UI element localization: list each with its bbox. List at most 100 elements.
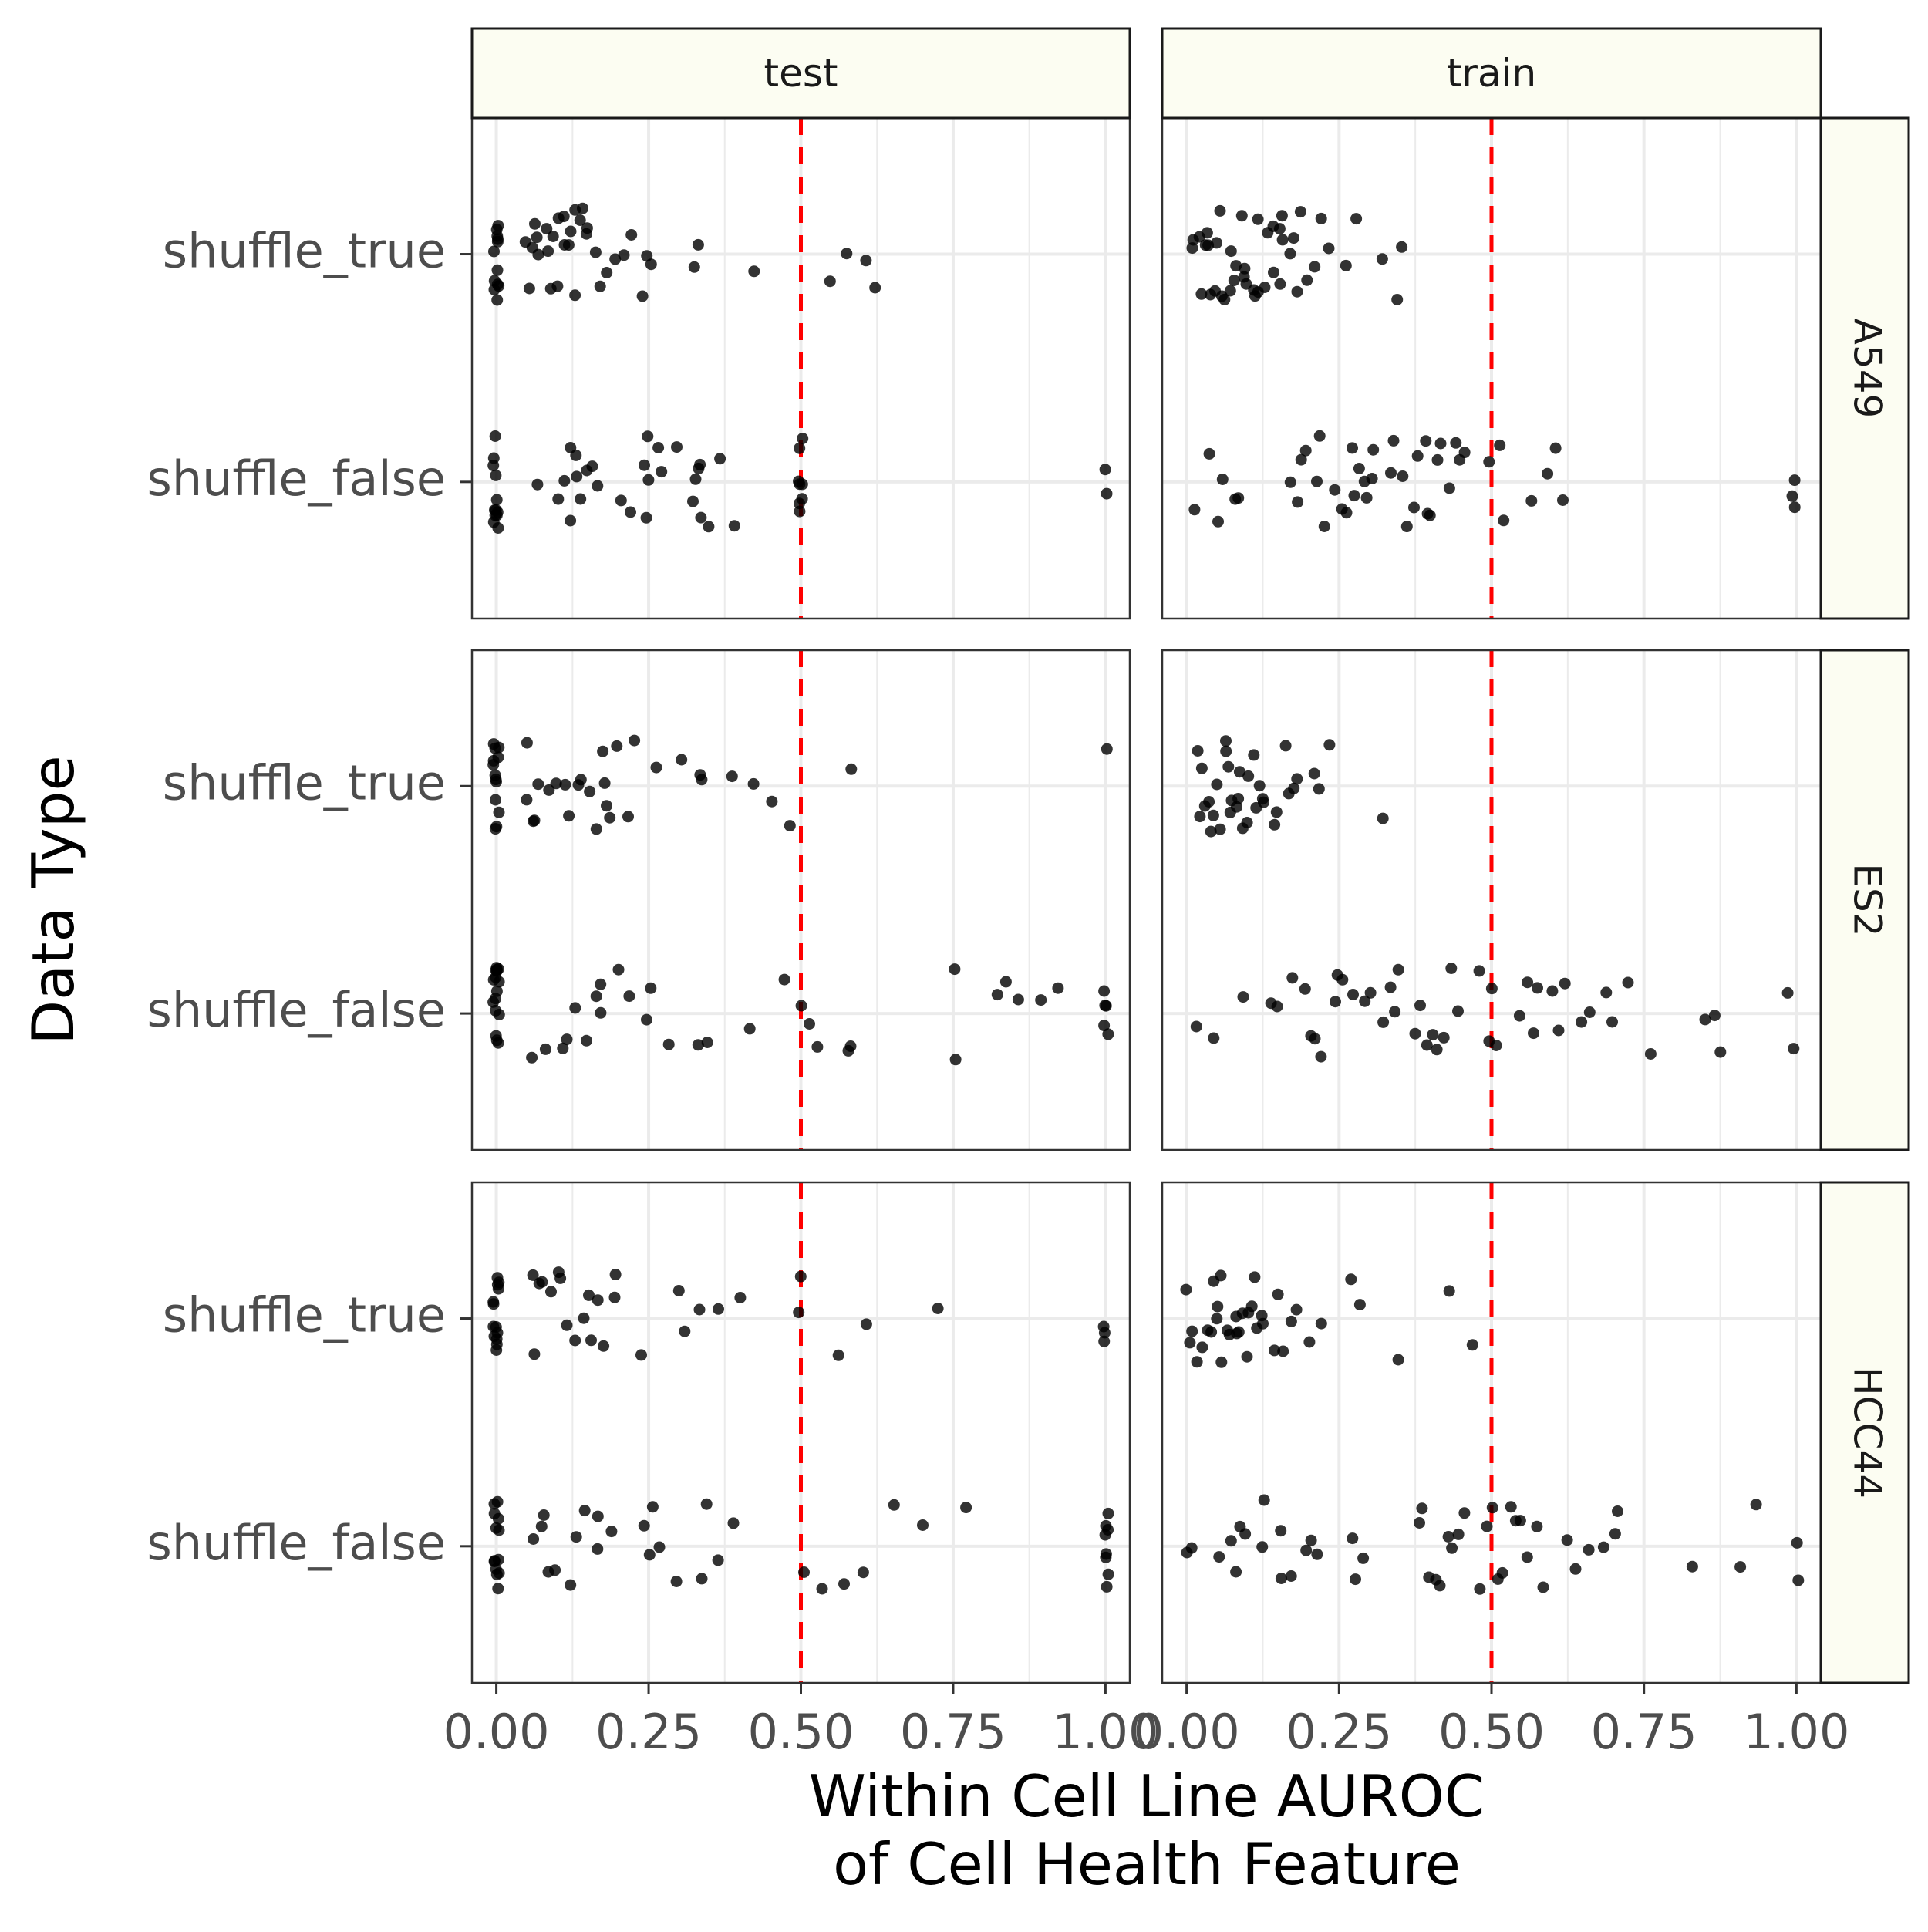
data-point-shuffle_false (1438, 1031, 1450, 1044)
data-point-shuffle_false (1366, 473, 1378, 484)
data-point-shuffle_false (1275, 1525, 1287, 1537)
data-point-shuffle_false (1612, 1505, 1623, 1517)
data-point-shuffle_false (490, 509, 503, 521)
data-point-shuffle_true (1228, 275, 1240, 286)
data-point-shuffle_false (531, 478, 544, 491)
data-point-shuffle_false (1609, 1528, 1621, 1540)
data-point-shuffle_false (646, 1501, 659, 1513)
data-point-shuffle_true (1231, 801, 1242, 813)
data-point-shuffle_false (1012, 993, 1024, 1006)
data-point-shuffle_false (701, 1037, 713, 1048)
data-point-shuffle_true (1340, 259, 1352, 271)
data-point-shuffle_false (571, 470, 583, 483)
data-point-shuffle_false (1788, 501, 1801, 514)
data-point-shuffle_true (565, 225, 577, 238)
data-point-shuffle_false (490, 1004, 502, 1017)
data-point-shuffle_true (645, 258, 657, 271)
data-point-shuffle_false (1424, 509, 1436, 521)
data-point-shuffle_false (1359, 995, 1371, 1007)
data-point-shuffle_false (917, 1519, 929, 1531)
data-point-shuffle_false (1583, 1006, 1596, 1018)
data-point-shuffle_false (642, 474, 655, 486)
data-point-shuffle_false (641, 1013, 652, 1026)
data-point-shuffle_false (1734, 1561, 1747, 1573)
data-point-shuffle_true (542, 245, 554, 258)
data-point-shuffle_false (1411, 450, 1424, 462)
data-point-shuffle_false (1035, 994, 1047, 1006)
data-point-shuffle_false (687, 495, 699, 507)
data-point-shuffle_true (841, 248, 853, 260)
data-point-shuffle_false (487, 973, 500, 986)
data-point-shuffle_true (1195, 288, 1208, 300)
data-point-shuffle_false (991, 989, 1003, 1001)
data-point-shuffle_false (1213, 1551, 1225, 1563)
data-point-shuffle_false (1597, 1541, 1609, 1553)
data-point-shuffle_true (589, 246, 602, 258)
y-axis-title: Data Type (19, 755, 87, 1044)
data-point-shuffle_true (604, 811, 616, 824)
data-point-shuffle_false (1788, 1043, 1800, 1055)
data-point-shuffle_false (615, 494, 627, 507)
data-point-shuffle_false (490, 494, 503, 506)
data-point-shuffle_false (1498, 514, 1510, 527)
data-point-shuffle_false (1392, 963, 1404, 976)
data-point-shuffle_true (585, 1334, 597, 1347)
data-point-shuffle_false (671, 441, 683, 453)
facet-strip-train (1161, 27, 1822, 120)
data-point-shuffle_false (638, 1519, 650, 1532)
data-point-shuffle_true (490, 775, 502, 787)
y-tick-label: shuffle_false (147, 1515, 446, 1571)
data-point-shuffle_true (832, 1349, 844, 1361)
data-point-shuffle_true (629, 734, 641, 747)
data-point-shuffle_false (1292, 496, 1304, 508)
data-point-shuffle_true (1098, 1335, 1111, 1347)
data-point-shuffle_false (1285, 1570, 1297, 1582)
data-point-shuffle_false (490, 1034, 503, 1047)
data-point-shuffle_true (869, 282, 881, 294)
data-point-shuffle_false (1384, 981, 1397, 993)
data-point-shuffle_false (949, 1054, 962, 1066)
data-point-shuffle_true (493, 806, 505, 818)
data-point-shuffle_false (1389, 1006, 1401, 1018)
data-point-shuffle_true (748, 265, 760, 278)
facet-strip-label-HCC44: HCC44 (1845, 1367, 1890, 1499)
data-point-shuffle_false (493, 1524, 505, 1536)
data-point-shuffle_false (1414, 1000, 1426, 1012)
data-point-shuffle_false (1208, 1032, 1220, 1044)
data-point-shuffle_false (590, 990, 602, 1003)
data-point-shuffle_true (1203, 796, 1215, 808)
data-point-shuffle_false (1473, 965, 1485, 977)
data-point-shuffle_true (1220, 745, 1232, 757)
data-point-shuffle_true (1350, 213, 1363, 225)
data-point-shuffle_false (1458, 447, 1471, 459)
data-point-shuffle_true (726, 770, 738, 783)
data-point-shuffle_true (1391, 294, 1404, 305)
data-point-shuffle_false (1434, 437, 1447, 450)
x-tick-label: 0.00 (443, 1704, 550, 1760)
data-point-shuffle_true (635, 1349, 647, 1361)
data-point-shuffle_false (488, 1508, 501, 1520)
data-point-shuffle_false (1239, 1528, 1252, 1540)
data-point-shuffle_true (554, 1272, 567, 1284)
data-point-shuffle_false (487, 460, 500, 471)
data-point-shuffle_true (1276, 234, 1289, 246)
facet-strip-label-test: test (763, 51, 838, 96)
data-point-shuffle_false (570, 1531, 582, 1543)
data-point-shuffle_true (594, 280, 606, 292)
data-point-shuffle_false (1309, 1033, 1321, 1045)
data-point-shuffle_false (689, 473, 702, 485)
data-point-shuffle_true (1291, 285, 1303, 298)
data-point-shuffle_false (1102, 1568, 1114, 1580)
x-tick-label: 0.50 (747, 1704, 854, 1760)
data-point-shuffle_false (1299, 444, 1312, 457)
data-point-shuffle_false (1458, 1507, 1471, 1519)
x-tick-label: 1.00 (1743, 1704, 1849, 1760)
data-point-shuffle_false (743, 1023, 756, 1035)
data-point-shuffle_true (688, 261, 700, 273)
data-point-shuffle_false (1295, 453, 1307, 466)
data-point-shuffle_true (1214, 204, 1226, 217)
data-point-shuffle_false (1513, 1010, 1525, 1022)
data-point-shuffle_false (1318, 521, 1330, 532)
data-point-shuffle_true (492, 1283, 504, 1295)
data-point-shuffle_true (1323, 739, 1336, 751)
